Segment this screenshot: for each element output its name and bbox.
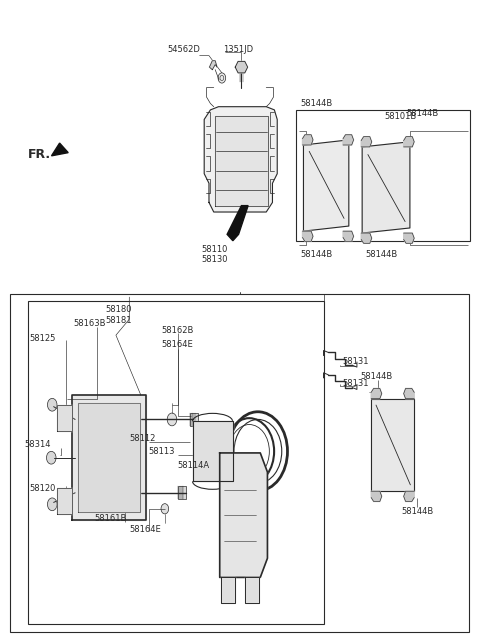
Ellipse shape [321,164,332,186]
Text: 58114A: 58114A [177,461,209,470]
Text: FR.: FR. [28,148,51,161]
Circle shape [47,451,56,464]
Text: 54562D: 54562D [168,45,200,54]
Polygon shape [235,62,248,73]
Ellipse shape [386,458,399,483]
Text: 58164E: 58164E [129,525,161,534]
Text: 58144B: 58144B [365,250,398,259]
Text: 58120: 58120 [29,484,56,493]
Polygon shape [404,137,414,147]
Text: 58130: 58130 [202,255,228,264]
Polygon shape [58,405,72,431]
Polygon shape [72,395,146,520]
Ellipse shape [378,188,394,219]
Ellipse shape [384,408,401,444]
Text: 58164E: 58164E [161,340,193,349]
Text: 58110: 58110 [202,244,228,254]
Circle shape [167,413,177,426]
Text: 58113: 58113 [148,447,175,456]
Text: 58101B: 58101B [384,112,417,121]
Circle shape [48,398,57,411]
Text: 1351JD: 1351JD [223,45,253,54]
Polygon shape [404,233,414,244]
Polygon shape [343,135,354,145]
Text: 58131: 58131 [343,379,369,388]
Polygon shape [303,140,349,231]
Polygon shape [77,403,140,512]
Circle shape [48,498,57,511]
Polygon shape [302,135,313,145]
Polygon shape [245,578,259,603]
Text: 58125: 58125 [29,334,56,343]
Polygon shape [302,231,313,242]
Polygon shape [404,491,414,501]
Polygon shape [215,116,268,206]
Text: 58144B: 58144B [401,507,433,516]
Text: 58131: 58131 [343,358,369,367]
Ellipse shape [380,166,392,189]
Text: 58144B: 58144B [406,108,438,117]
Bar [296,110,470,241]
Polygon shape [204,106,277,212]
Polygon shape [192,421,233,481]
Text: 58144B: 58144B [300,99,332,108]
Bar [28,301,324,624]
Bar [190,413,198,426]
Polygon shape [361,137,372,147]
Polygon shape [58,488,72,513]
Polygon shape [362,142,410,233]
Polygon shape [209,61,217,70]
Polygon shape [221,578,235,603]
Polygon shape [51,143,68,156]
Bar [10,294,469,632]
Text: 58161B: 58161B [95,515,127,524]
Polygon shape [371,399,414,491]
Text: 58144B: 58144B [360,372,393,381]
Text: 58180: 58180 [106,305,132,314]
Polygon shape [361,233,372,244]
Bar [178,487,186,499]
Text: 58112: 58112 [129,434,156,443]
Polygon shape [371,491,382,501]
Circle shape [218,73,226,83]
Text: 58144B: 58144B [300,250,332,259]
Polygon shape [404,388,414,399]
Text: 58163B: 58163B [73,319,106,328]
Text: 58162B: 58162B [161,326,193,335]
Ellipse shape [319,187,334,215]
Polygon shape [343,231,354,242]
Polygon shape [227,206,248,241]
Polygon shape [220,453,267,578]
Ellipse shape [228,137,255,185]
Text: 58181: 58181 [106,316,132,325]
Circle shape [161,504,168,514]
Text: 58314: 58314 [24,440,51,449]
Polygon shape [371,388,382,399]
